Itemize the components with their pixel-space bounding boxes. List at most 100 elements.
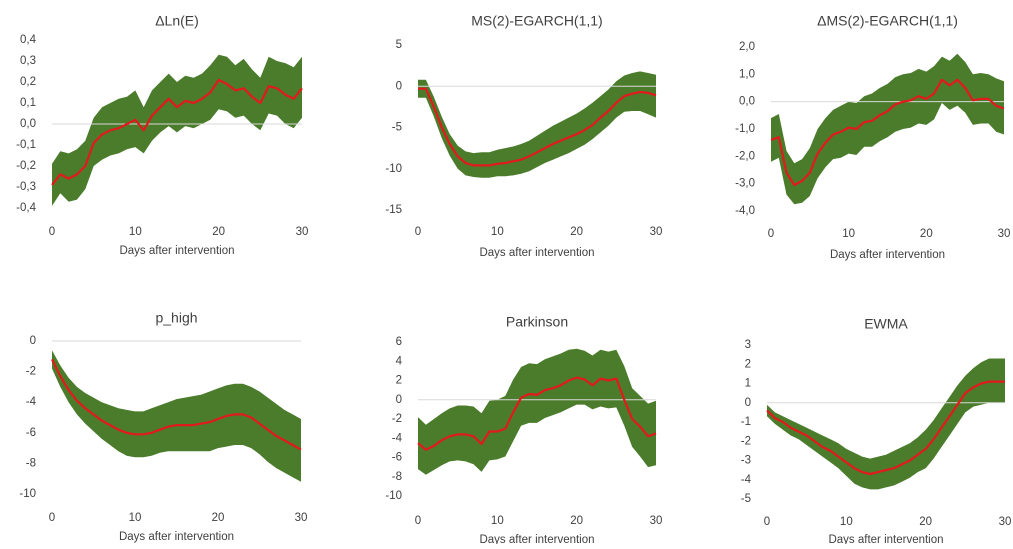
x-axis-label: Days after intervention bbox=[479, 247, 594, 259]
x-tick-label: 0 bbox=[49, 512, 55, 524]
x-tick-label: 10 bbox=[491, 226, 504, 238]
x-tick-label: 10 bbox=[842, 228, 855, 240]
x-tick-label: 20 bbox=[212, 226, 225, 238]
x-tick-label: 0 bbox=[415, 515, 421, 527]
chart-panel-2: MS(2)-EGARCH(1,1) -15 -10 -5 0 5 0 10 20 30 Days a… bbox=[385, 13, 662, 259]
y-tick-label: -2 bbox=[392, 413, 402, 425]
y-tick-label: -4 bbox=[392, 432, 403, 444]
y-tick-label: -8 bbox=[392, 471, 402, 483]
chart-title: p_high bbox=[155, 310, 197, 326]
y-tick-label: 1 bbox=[745, 378, 751, 390]
y-tick-label: 0,0 bbox=[739, 96, 755, 108]
y-tick-label: -2 bbox=[741, 435, 751, 447]
chart-title: EWMA bbox=[864, 316, 908, 332]
x-tick-label: 30 bbox=[650, 226, 663, 238]
y-tick-label: 0,1 bbox=[20, 97, 36, 109]
chart-panel-5: Parkinson -10 -8 -6 -4 -2 0 2 4 6 0 10 20 30 Days afte… bbox=[385, 314, 662, 546]
x-tick-label: 10 bbox=[129, 512, 142, 524]
y-tick-label: 0,0 bbox=[20, 118, 36, 130]
y-tick-label: -5 bbox=[741, 493, 751, 505]
chart-title: ΔMS(2)-EGARCH(1,1) bbox=[817, 13, 958, 29]
y-tick-label: 0,4 bbox=[20, 34, 37, 46]
y-tick-label: -4,0 bbox=[735, 205, 755, 217]
estimate-line bbox=[51, 78, 303, 186]
y-tick-label: 0 bbox=[30, 335, 36, 347]
confidence-band bbox=[767, 358, 1005, 490]
y-tick-label: -2 bbox=[26, 366, 36, 378]
y-tick-label: -1,0 bbox=[735, 123, 755, 135]
y-tick-label: -1 bbox=[741, 416, 751, 428]
y-tick-label: -15 bbox=[385, 204, 402, 216]
y-tick-label: -10 bbox=[19, 488, 36, 500]
y-tick-label: -8 bbox=[26, 457, 36, 469]
estimate-line bbox=[770, 78, 1005, 187]
y-tick-label: 0,2 bbox=[20, 76, 36, 88]
y-tick-label: 6 bbox=[396, 336, 402, 348]
x-axis-label: Days after intervention bbox=[119, 245, 234, 257]
estimate-line bbox=[51, 358, 302, 451]
chart-panel-1: ΔLn(E) -0,4 -0,3 -0,2 -0,1 0,0 0,1 0,2 0,3 0,4 0 10… bbox=[16, 13, 308, 257]
chart-title: Parkinson bbox=[506, 314, 568, 330]
estimate-line bbox=[417, 376, 657, 451]
x-axis-label: Days after intervention bbox=[828, 534, 943, 544]
y-tick-label: -0,1 bbox=[16, 139, 36, 151]
y-tick-label: -10 bbox=[385, 163, 402, 175]
x-tick-label: 0 bbox=[415, 226, 421, 238]
x-axis-label: Days after intervention bbox=[119, 531, 234, 543]
y-tick-label: 0 bbox=[396, 394, 402, 406]
y-tick-label: 5 bbox=[396, 39, 402, 51]
y-tick-label: 2 bbox=[745, 358, 751, 370]
x-tick-label: 20 bbox=[212, 512, 225, 524]
estimate-line bbox=[766, 380, 1005, 476]
x-tick-label: 10 bbox=[491, 515, 504, 527]
y-tick-label: 1,0 bbox=[739, 68, 755, 80]
y-tick-label: 4 bbox=[396, 355, 403, 367]
chart-panel-3: ΔMS(2)-EGARCH(1,1) -4,0 -3,0 -2,0 -1,0 0,0 1,0… bbox=[735, 13, 1010, 261]
x-tick-label: 30 bbox=[998, 228, 1011, 240]
y-tick-label: -4 bbox=[741, 474, 752, 486]
y-tick-label: -2,0 bbox=[735, 150, 755, 162]
confidence-band bbox=[52, 54, 302, 206]
confidence-band bbox=[52, 350, 301, 482]
y-tick-label: 0 bbox=[396, 80, 402, 92]
y-tick-label: 2,0 bbox=[739, 41, 755, 53]
y-tick-label: -6 bbox=[392, 452, 402, 464]
confidence-band bbox=[418, 348, 656, 475]
y-tick-label: 2 bbox=[396, 375, 402, 387]
x-axis-label: Days after intervention bbox=[479, 534, 594, 544]
x-tick-label: 10 bbox=[840, 516, 853, 528]
x-tick-label: 20 bbox=[919, 516, 932, 528]
confidence-band bbox=[418, 71, 656, 178]
x-tick-label: 30 bbox=[296, 226, 309, 238]
y-tick-label: -0,3 bbox=[16, 181, 36, 193]
y-tick-label: -3,0 bbox=[735, 178, 755, 190]
x-axis-label: Days after intervention bbox=[830, 249, 945, 261]
x-tick-label: 0 bbox=[768, 228, 774, 240]
y-tick-label: 3 bbox=[745, 339, 751, 351]
y-tick-label: 0 bbox=[745, 397, 751, 409]
estimate-line bbox=[418, 87, 657, 167]
confidence-band bbox=[771, 53, 1004, 205]
x-tick-label: 0 bbox=[764, 516, 770, 528]
x-tick-label: 30 bbox=[999, 516, 1012, 528]
x-tick-label: 0 bbox=[49, 226, 55, 238]
x-tick-label: 20 bbox=[570, 226, 583, 238]
x-tick-label: 20 bbox=[920, 228, 933, 240]
chart-panel-4: p_high -10 -8 -6 -4 -2 0 0 10 20 30 Days after inte… bbox=[19, 310, 307, 543]
y-tick-label: 0,3 bbox=[20, 55, 36, 67]
x-tick-label: 20 bbox=[570, 515, 583, 527]
chart-title: ΔLn(E) bbox=[155, 13, 199, 29]
y-tick-label: -3 bbox=[741, 455, 751, 467]
y-tick-label: -0,2 bbox=[16, 160, 36, 172]
y-tick-label: -10 bbox=[385, 490, 402, 502]
y-tick-label: -0,4 bbox=[16, 202, 36, 214]
x-tick-label: 10 bbox=[129, 226, 142, 238]
x-tick-label: 30 bbox=[295, 512, 308, 524]
y-tick-label: -4 bbox=[26, 396, 37, 408]
y-tick-label: -6 bbox=[26, 427, 36, 439]
y-tick-label: -5 bbox=[392, 122, 402, 134]
chart-title: MS(2)-EGARCH(1,1) bbox=[471, 13, 602, 29]
